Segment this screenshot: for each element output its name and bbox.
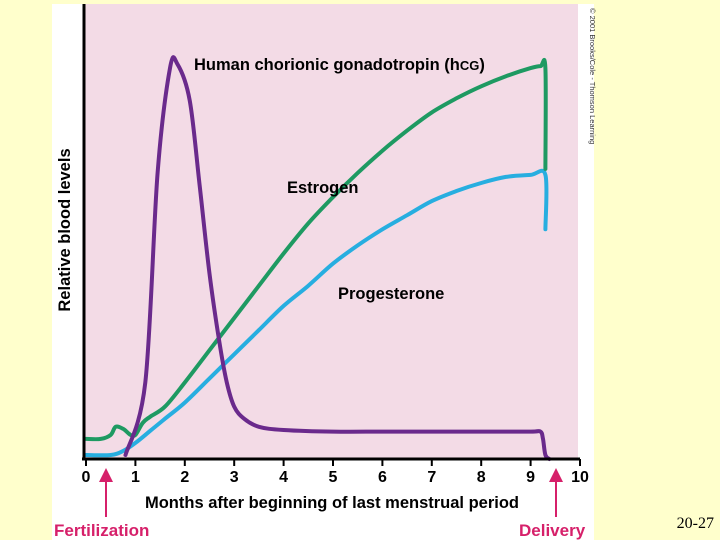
x-axis-label: Months after beginning of last menstrual…: [145, 494, 519, 512]
slide-number: 20-27: [676, 515, 714, 532]
x-ticks: 0 1 2 3 4 5 6 7 8 9 10: [82, 459, 589, 486]
delivery-arrow-head: [549, 468, 563, 482]
x-tick-label: 8: [477, 469, 486, 486]
fertilization-label: Fertilization: [54, 521, 149, 540]
series-lines: [84, 55, 552, 461]
x-tick-label: 2: [180, 469, 189, 486]
estrogen-label: Estrogen: [287, 179, 359, 197]
credit-text: © 2001 Brooks/Cole - Thomson Learning: [588, 8, 597, 144]
series-line-estrogen: [84, 57, 548, 442]
fertilization-arrow: [99, 468, 113, 517]
hcg-label: Human chorionic gonadotropin (hCG): [194, 56, 485, 74]
series-line-human: [123, 55, 552, 461]
x-tick-label: 10: [571, 469, 589, 486]
x-tick-label: 7: [427, 469, 436, 486]
hcg-label-main: Human chorionic gonadotropin (h: [194, 56, 460, 74]
x-tick-label: 3: [230, 469, 239, 486]
hcg-label-end: ): [479, 56, 485, 74]
hcg-label-cg: CG: [460, 58, 480, 73]
series-line-progesterone: [84, 168, 549, 458]
x-tick-label: 1: [131, 469, 140, 486]
x-tick-label: 5: [329, 469, 338, 486]
x-tick-label: 9: [526, 469, 535, 486]
x-tick-label: 4: [279, 469, 288, 486]
progesterone-label: Progesterone: [338, 285, 444, 303]
delivery-label: Delivery: [519, 521, 586, 540]
y-axis-label: Relative blood levels: [56, 148, 74, 311]
x-tick-label: 6: [378, 469, 387, 486]
delivery-arrow: [549, 468, 563, 517]
fertilization-arrow-head: [99, 468, 113, 482]
x-tick-label: 0: [82, 469, 91, 486]
